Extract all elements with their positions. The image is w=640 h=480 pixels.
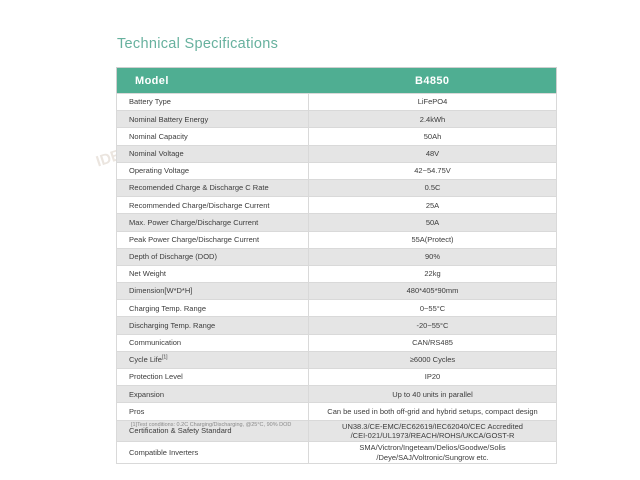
spec-label: Discharging Temp. Range bbox=[116, 316, 309, 335]
spec-label: Nominal Battery Energy bbox=[116, 110, 309, 129]
spec-value: -20~55°C bbox=[308, 316, 557, 335]
table-row: Battery Type LiFePO4 bbox=[116, 92, 557, 112]
table-row: Net Weight 22kg bbox=[116, 264, 557, 284]
table-row: Recommended Charge/Discharge Current 25A bbox=[116, 196, 557, 215]
table-row: Depth of Discharge (DOD) 90% bbox=[116, 247, 557, 266]
table-row: Dimension[W*D*H] 480*405*90mm bbox=[116, 282, 557, 301]
spec-value: 50Ah bbox=[308, 127, 557, 146]
table-row: Recomended Charge & Discharge C Rate 0.5… bbox=[116, 178, 557, 198]
spec-label: Operating Voltage bbox=[116, 161, 309, 180]
spec-value: Up to 40 units in parallel bbox=[308, 385, 557, 404]
spec-label: Battery Type bbox=[116, 92, 309, 112]
spec-value: 22kg bbox=[308, 264, 557, 284]
table-row: Compatible Inverters SMA/Victron/Ingetea… bbox=[116, 441, 557, 465]
spec-label: Charging Temp. Range bbox=[116, 299, 309, 318]
spec-value: 90% bbox=[308, 247, 557, 266]
table-row: Nominal Battery Energy 2.4kWh bbox=[116, 110, 557, 129]
spec-label: Net Weight bbox=[116, 264, 309, 284]
spec-value: 0.5C bbox=[308, 178, 557, 198]
model-header-cell: Model bbox=[116, 67, 309, 94]
spec-value: 50A bbox=[308, 213, 557, 232]
spec-value: 48V bbox=[308, 144, 557, 163]
spec-value: LiFePO4 bbox=[308, 92, 557, 112]
spec-value: CAN/RS485 bbox=[308, 333, 557, 352]
spec-value: 0~55°C bbox=[308, 299, 557, 318]
table-row: Expansion Up to 40 units in parallel bbox=[116, 385, 557, 404]
table-row: Peak Power Charge/Discharge Current 55A(… bbox=[116, 230, 557, 249]
spec-label: Recommended Charge/Discharge Current bbox=[116, 196, 309, 215]
table-row: Protection Level IP20 bbox=[116, 367, 557, 387]
spec-value: UN38.3/CE-EMC/EC62619/IEC62040/CEC Accre… bbox=[308, 419, 557, 443]
table-row: Discharging Temp. Range -20~55°C bbox=[116, 316, 557, 335]
footnote: [1]Test conditions: 0.2C Charging/Discha… bbox=[131, 422, 292, 428]
spec-value: Can be used in both off-grid and hybrid … bbox=[308, 402, 557, 421]
table-row: Nominal Voltage 48V bbox=[116, 144, 557, 163]
spec-label: Cycle Life[1] bbox=[116, 350, 309, 370]
page-title: Technical Specifications bbox=[117, 36, 279, 52]
spec-label: Recomended Charge & Discharge C Rate bbox=[116, 178, 309, 198]
spec-label: Dimension[W*D*H] bbox=[116, 282, 309, 301]
table-row: Max. Power Charge/Discharge Current 50A bbox=[116, 213, 557, 232]
spec-table-body: Battery Type LiFePO4 Nominal Battery Ene… bbox=[116, 92, 557, 465]
spec-label: Peak Power Charge/Discharge Current bbox=[116, 230, 309, 249]
spec-table: Model B4850 Battery Type LiFePO4 Nominal… bbox=[116, 67, 557, 465]
spec-label: Communication bbox=[116, 333, 309, 352]
spec-label: Nominal Capacity bbox=[116, 127, 309, 146]
spec-label: Protection Level bbox=[116, 367, 309, 387]
spec-label: Certification & Safety Standard bbox=[116, 419, 309, 443]
spec-label: Expansion bbox=[116, 385, 309, 404]
table-row: Operating Voltage 42~54.75V bbox=[116, 161, 557, 180]
spec-label: Depth of Discharge (DOD) bbox=[116, 247, 309, 266]
spec-value: ≥6000 Cycles bbox=[308, 350, 557, 370]
table-row: Certification & Safety Standard UN38.3/C… bbox=[116, 419, 557, 443]
spec-label: Compatible Inverters bbox=[116, 441, 309, 465]
table-row: Communication CAN/RS485 bbox=[116, 333, 557, 352]
table-header-row: Model B4850 bbox=[116, 67, 557, 94]
table-row: Nominal Capacity 50Ah bbox=[116, 127, 557, 146]
spec-value: 2.4kWh bbox=[308, 110, 557, 129]
spec-value: 42~54.75V bbox=[308, 161, 557, 180]
spec-value: 25A bbox=[308, 196, 557, 215]
table-row: Charging Temp. Range 0~55°C bbox=[116, 299, 557, 318]
table-row: Pros Can be used in both off-grid and hy… bbox=[116, 402, 557, 421]
spec-value: IP20 bbox=[308, 367, 557, 387]
spec-label: Pros bbox=[116, 402, 309, 421]
table-row: Cycle Life[1] ≥6000 Cycles bbox=[116, 350, 557, 370]
spec-value: 55A(Protect) bbox=[308, 230, 557, 249]
spec-label: Max. Power Charge/Discharge Current bbox=[116, 213, 309, 232]
spec-value: 480*405*90mm bbox=[308, 282, 557, 301]
spec-label: Nominal Voltage bbox=[116, 144, 309, 163]
model-value-cell: B4850 bbox=[308, 67, 557, 94]
spec-value: SMA/Victron/Ingeteam/Delios/Goodwe/Solis… bbox=[308, 441, 557, 465]
